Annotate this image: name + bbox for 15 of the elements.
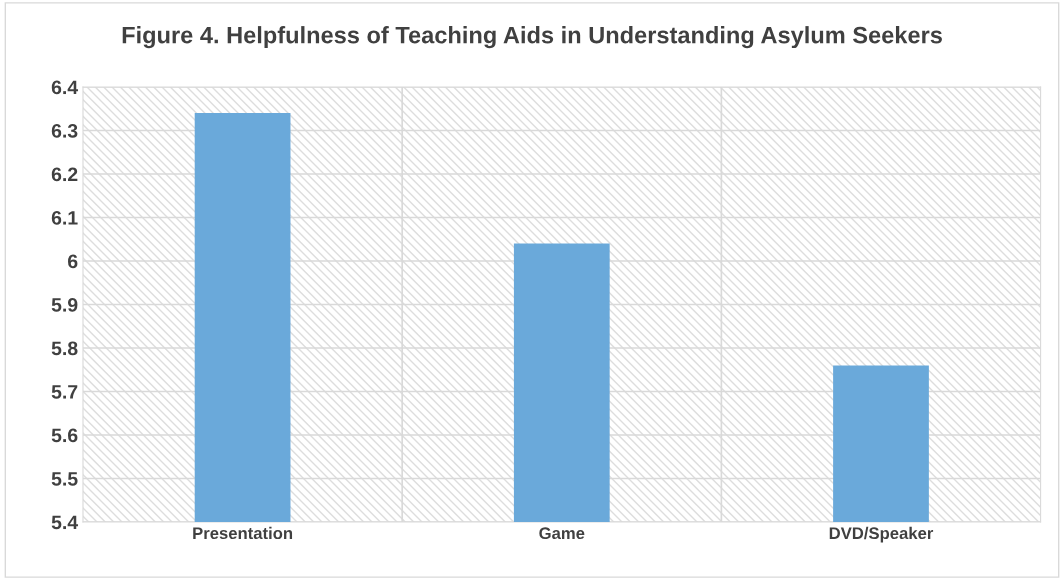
y-tick-label: 6 [68, 254, 78, 269]
x-tick-label: DVD/Speaker [829, 526, 934, 543]
x-tick-label: Game [539, 527, 585, 540]
y-tick-label: 6.1 [51, 210, 78, 225]
y-tick-label: 5.4 [51, 515, 79, 530]
y-tick-label: 5.8 [51, 341, 78, 356]
y-tick-label: 6.2 [51, 167, 78, 182]
y-tick-label: 6.3 [51, 123, 78, 138]
y-tick-label: 6.4 [51, 80, 79, 95]
y-tick-label: 5.5 [51, 472, 78, 486]
y-tick-label: 5.7 [51, 385, 78, 399]
y-tick-label: 5.9 [51, 297, 78, 312]
chart-title: Figure 4. Helpfulness of Teaching Aids in Understanding Asylum Seekers [122, 26, 942, 49]
x-tick-label: Presentation [193, 526, 293, 540]
y-tick-label: 5.6 [51, 428, 78, 443]
